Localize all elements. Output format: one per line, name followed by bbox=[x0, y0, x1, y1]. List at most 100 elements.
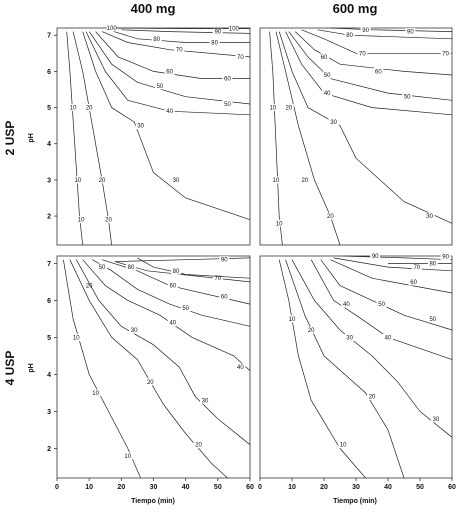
x-tick-label: 40 bbox=[384, 484, 392, 491]
contour-label-90: 90 bbox=[372, 254, 379, 260]
contour-line-20 bbox=[275, 31, 341, 246]
contour-label-bg bbox=[71, 333, 82, 341]
contour-label-10: 10 bbox=[276, 221, 283, 227]
contour-label-10: 10 bbox=[269, 106, 276, 112]
y-tick-label: 7 bbox=[47, 261, 51, 268]
x-tick-label: 10 bbox=[288, 484, 296, 491]
contour-label-bg bbox=[135, 122, 146, 130]
contour-line-50 bbox=[320, 259, 453, 331]
contour-label-50: 50 bbox=[324, 73, 331, 79]
contour-label-40: 40 bbox=[166, 109, 173, 115]
y-tick-label: 6 bbox=[47, 69, 51, 76]
contour-label-70: 70 bbox=[214, 276, 221, 282]
y-tick-label: 3 bbox=[47, 409, 51, 416]
contour-label-20: 20 bbox=[99, 178, 106, 184]
contour-line-70 bbox=[101, 31, 251, 58]
x-tick-label: 60 bbox=[246, 484, 254, 491]
contour-label-bg bbox=[171, 267, 182, 275]
contour-label-bg bbox=[431, 415, 441, 423]
contour-label-90: 90 bbox=[214, 30, 221, 36]
contour-label-60: 60 bbox=[375, 69, 382, 75]
x-tick-label: 40 bbox=[182, 484, 190, 491]
contour-line-30 bbox=[291, 259, 453, 438]
contour-label-20: 20 bbox=[308, 328, 315, 334]
row-title-4usp: 4 USP bbox=[3, 351, 17, 386]
contour-label-10: 10 bbox=[78, 218, 85, 224]
contour-label-bg bbox=[129, 326, 140, 334]
contour-label-bg bbox=[174, 46, 185, 54]
contour-label-bg bbox=[325, 212, 336, 220]
contour-label-40: 40 bbox=[169, 321, 176, 327]
contour-label-10: 10 bbox=[124, 454, 131, 460]
contour-line-60 bbox=[294, 31, 453, 76]
contour-label-bg bbox=[145, 378, 156, 386]
y-tick-label: 4 bbox=[47, 372, 51, 379]
y-tick-label: 4 bbox=[47, 141, 51, 148]
contour-label-bg bbox=[370, 252, 381, 260]
panel-frame bbox=[56, 27, 251, 246]
contour-label-bg bbox=[408, 278, 419, 286]
contour-line-90 bbox=[121, 29, 251, 34]
contour-line-90 bbox=[330, 27, 453, 32]
contour-label-30: 30 bbox=[131, 328, 138, 334]
contour-label-bg bbox=[235, 53, 246, 61]
x-tick-label: 20 bbox=[117, 484, 125, 491]
contour-label-70: 70 bbox=[237, 55, 244, 61]
contour-label-bg bbox=[219, 256, 230, 264]
panels: 2345671010102020203030405050606070708080… bbox=[47, 24, 456, 491]
x-tick-label: 0 bbox=[55, 484, 59, 491]
contour-line-30 bbox=[75, 259, 251, 445]
contour-label-80: 80 bbox=[128, 265, 135, 271]
contour-label-20: 20 bbox=[86, 106, 93, 112]
contour-label-bg bbox=[402, 93, 413, 101]
panel-frame bbox=[259, 255, 453, 479]
contour-label-bg bbox=[97, 176, 108, 184]
contour-label-bg bbox=[72, 176, 83, 184]
y-axis-label-top: pH bbox=[28, 133, 35, 142]
contour-label-bg bbox=[171, 176, 182, 184]
contour-label-bg bbox=[219, 293, 230, 301]
contour-label-bg bbox=[338, 441, 349, 449]
contour-label-bg bbox=[167, 319, 178, 327]
y-tick-label: 7 bbox=[47, 33, 51, 40]
contour-label-100: 100 bbox=[229, 27, 240, 33]
contour-label-bg bbox=[287, 315, 297, 323]
x-axis-label-left: Tiempo (min) bbox=[131, 498, 175, 505]
contour-label-bg bbox=[84, 104, 95, 112]
contour-label-30: 30 bbox=[426, 214, 433, 220]
contour-line-40 bbox=[82, 259, 251, 371]
x-tick-label: 30 bbox=[150, 484, 158, 491]
contour-label-bg bbox=[274, 219, 285, 227]
contour-label-20: 20 bbox=[285, 106, 292, 112]
contour-label-bg bbox=[212, 28, 223, 36]
contour-label-20: 20 bbox=[147, 380, 154, 386]
contour-label-bg bbox=[84, 282, 95, 290]
contour-label-60: 60 bbox=[224, 77, 231, 83]
contour-panel: 0 10 20 30 40 50 60 10 10 20 20 30 30 40 40 50 50 60 70 80 9… bbox=[258, 252, 456, 491]
contour-label-50: 50 bbox=[99, 265, 106, 271]
contour-label-bg bbox=[228, 25, 239, 33]
contour-label-30: 30 bbox=[433, 417, 440, 423]
contour-line-50 bbox=[88, 31, 251, 105]
contour-line-90 bbox=[343, 255, 453, 261]
col-title-600mg: 600 mg bbox=[333, 1, 378, 16]
x-tick-label: 50 bbox=[416, 484, 424, 491]
contour-label-bg bbox=[427, 259, 438, 267]
contour-label-80: 80 bbox=[153, 37, 160, 43]
contour-label-10: 10 bbox=[289, 317, 296, 323]
contour-label-bg bbox=[68, 104, 79, 112]
contour-line-20 bbox=[285, 259, 405, 479]
contour-label-20: 20 bbox=[105, 218, 112, 224]
contour-label-80: 80 bbox=[173, 269, 180, 275]
panel-frame bbox=[259, 27, 453, 246]
contour-label-bg bbox=[180, 304, 191, 312]
row-title-2usp: 2 USP bbox=[3, 121, 17, 156]
x-tick-label: 10 bbox=[85, 484, 93, 491]
contour-label-bg bbox=[222, 75, 233, 83]
contour-label-50: 50 bbox=[182, 306, 189, 312]
contour-label-70: 70 bbox=[359, 51, 366, 57]
contour-line-30 bbox=[278, 31, 453, 224]
contour-label-bg bbox=[322, 89, 333, 97]
